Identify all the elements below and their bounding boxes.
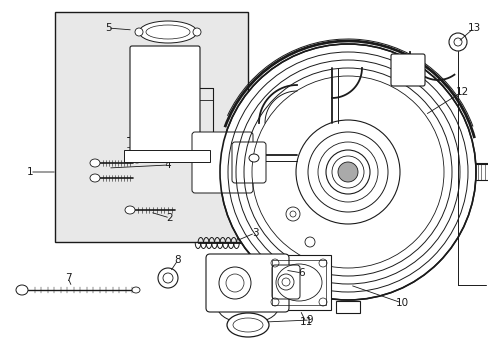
Ellipse shape [90,159,100,167]
Circle shape [220,44,475,300]
FancyBboxPatch shape [390,54,424,86]
Text: 7: 7 [64,273,71,283]
Ellipse shape [146,25,190,39]
FancyBboxPatch shape [271,265,299,299]
FancyBboxPatch shape [192,132,252,193]
Ellipse shape [232,318,263,332]
Bar [55,12,247,242]
Text: 6: 6 [298,268,305,278]
Text: 1: 1 [27,167,33,177]
FancyBboxPatch shape [205,254,288,312]
Text: 8: 8 [174,255,181,265]
Ellipse shape [135,28,142,36]
Ellipse shape [90,174,100,182]
Ellipse shape [16,285,28,295]
Text: 3: 3 [251,228,258,238]
Ellipse shape [139,21,197,43]
Bar [266,255,330,310]
Text: 2: 2 [166,213,173,223]
Text: 12: 12 [454,87,468,97]
Text: 4: 4 [164,160,171,170]
Text: 13: 13 [467,23,480,33]
Circle shape [158,268,178,288]
FancyBboxPatch shape [231,142,265,183]
Ellipse shape [248,154,259,162]
Text: 11: 11 [299,317,312,327]
Text: 5: 5 [104,23,111,33]
Circle shape [448,33,466,51]
Ellipse shape [125,206,135,214]
Bar [124,150,209,162]
Text: 9: 9 [306,315,313,325]
FancyBboxPatch shape [130,46,200,157]
Circle shape [337,162,357,182]
Ellipse shape [226,313,268,337]
Ellipse shape [193,28,201,36]
Text: 10: 10 [395,298,408,308]
Ellipse shape [132,287,140,293]
Bar [271,260,325,305]
Bar [335,301,359,313]
